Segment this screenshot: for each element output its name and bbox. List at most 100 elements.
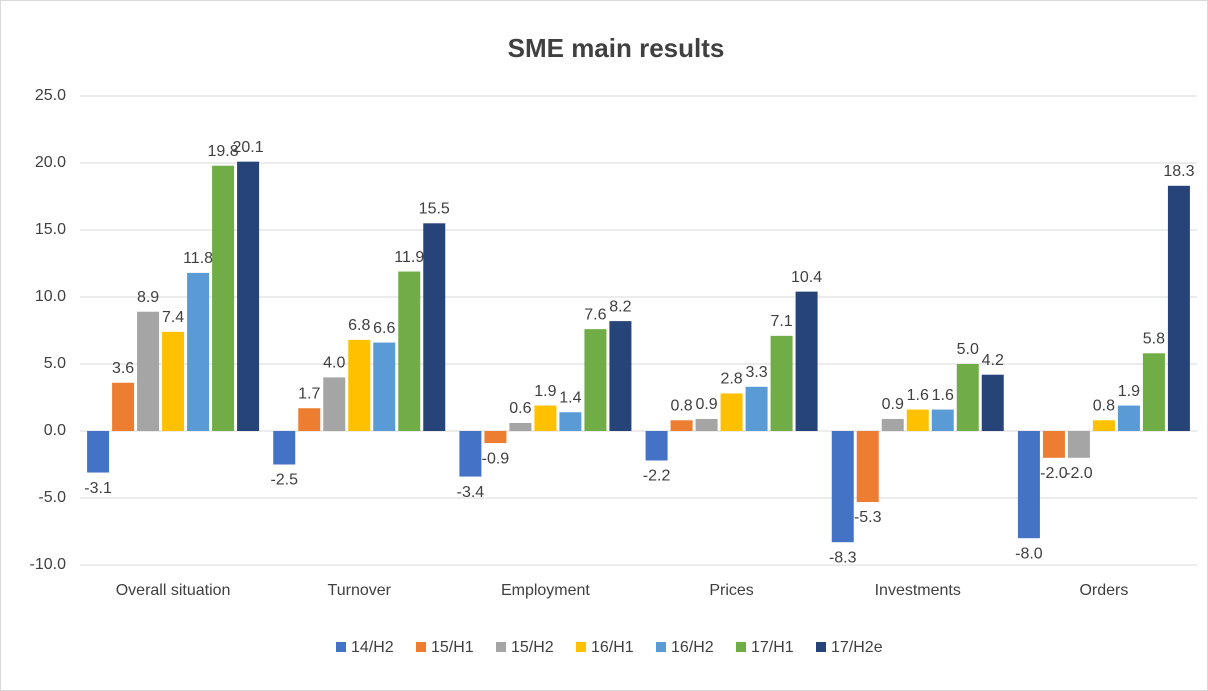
legend-label: 14/H2 xyxy=(351,639,394,656)
legend-swatch xyxy=(656,642,666,652)
legend-swatch xyxy=(736,642,746,652)
data-label: 1.7 xyxy=(298,385,320,402)
data-label: 10.4 xyxy=(791,269,822,286)
legend-label: 17/H2e xyxy=(831,639,883,656)
bar xyxy=(1017,431,1040,539)
bar xyxy=(695,418,718,431)
x-tick-label: Orders xyxy=(1079,582,1128,599)
data-label: 11.9 xyxy=(394,249,424,266)
data-label: -2.0 xyxy=(1065,465,1093,482)
x-tick-label: Investments xyxy=(875,582,961,599)
bar xyxy=(609,321,632,431)
data-label: 1.9 xyxy=(534,383,556,400)
y-tick-label: 20.0 xyxy=(35,154,66,171)
bar xyxy=(931,409,954,431)
data-label: 0.9 xyxy=(695,396,717,413)
bar xyxy=(373,342,396,431)
y-tick-label: 10.0 xyxy=(35,288,66,305)
legend-swatch xyxy=(496,642,506,652)
x-tick-label: Employment xyxy=(501,582,590,599)
bar xyxy=(559,412,582,431)
bar xyxy=(273,431,296,465)
bar xyxy=(645,431,668,461)
data-label: -8.3 xyxy=(829,549,857,566)
bar xyxy=(981,374,1004,431)
legend-label: 16/H2 xyxy=(671,639,714,656)
bar xyxy=(484,431,507,444)
data-label: 1.4 xyxy=(559,389,581,406)
chart-title: SME main results xyxy=(508,33,725,63)
legend-swatch xyxy=(576,642,586,652)
legend-swatch xyxy=(416,642,426,652)
data-label: 1.6 xyxy=(932,387,954,404)
data-label: 5.0 xyxy=(957,341,979,358)
x-tick-label: Prices xyxy=(709,582,753,599)
data-label: -2.5 xyxy=(270,472,298,489)
y-tick-label: -10.0 xyxy=(30,556,67,573)
bar xyxy=(1167,185,1190,431)
bar xyxy=(348,339,371,431)
x-tick-label: Overall situation xyxy=(116,582,231,599)
data-label: 3.6 xyxy=(112,360,134,377)
data-label: -3.1 xyxy=(84,480,112,497)
data-label: 19.8 xyxy=(208,143,239,160)
data-label: 0.6 xyxy=(509,400,531,417)
data-label: 4.2 xyxy=(982,352,1004,369)
bar xyxy=(1067,431,1090,458)
data-label: -2.0 xyxy=(1040,465,1068,482)
y-tick-label: 0.0 xyxy=(44,422,66,439)
data-label: -5.3 xyxy=(854,509,882,526)
bar xyxy=(323,377,346,431)
bar xyxy=(423,223,446,431)
legend-label: 17/H1 xyxy=(751,639,794,656)
data-label: 8.2 xyxy=(609,298,631,315)
x-tick-label: Turnover xyxy=(328,582,392,599)
bar xyxy=(398,271,421,431)
data-label: 0.8 xyxy=(1093,397,1115,414)
data-label: 1.9 xyxy=(1118,383,1140,400)
bar xyxy=(881,418,904,431)
y-tick-label: -5.0 xyxy=(38,489,66,506)
data-label: 11.8 xyxy=(183,250,213,267)
data-label: 18.3 xyxy=(1163,163,1194,180)
data-label: 7.6 xyxy=(584,306,606,323)
bar xyxy=(1042,431,1065,458)
data-label: 3.3 xyxy=(745,364,767,381)
bar xyxy=(237,161,260,431)
data-label: 15.5 xyxy=(419,201,450,218)
bar xyxy=(298,408,321,431)
bar xyxy=(187,272,210,431)
data-label: -8.0 xyxy=(1015,545,1043,562)
legend-label: 15/H2 xyxy=(511,639,554,656)
data-label: -0.9 xyxy=(482,450,510,467)
bar xyxy=(745,386,768,431)
bar xyxy=(1142,353,1165,431)
data-label: 7.4 xyxy=(162,309,184,326)
legend-label: 15/H1 xyxy=(431,639,474,656)
y-tick-label: 5.0 xyxy=(44,355,66,372)
bar xyxy=(162,331,185,431)
bar xyxy=(87,431,110,473)
bar xyxy=(112,382,135,431)
data-label: 7.1 xyxy=(770,313,792,330)
y-tick-label: 15.0 xyxy=(35,221,66,238)
y-tick-label: 25.0 xyxy=(35,87,66,104)
data-label: 20.1 xyxy=(233,139,264,156)
bar xyxy=(212,165,235,431)
bar xyxy=(906,409,929,431)
bar xyxy=(1092,420,1115,431)
bar xyxy=(720,393,743,431)
bar xyxy=(795,291,818,431)
bar xyxy=(831,431,854,543)
data-label: 0.9 xyxy=(882,396,904,413)
bar xyxy=(1117,405,1140,431)
data-label: 5.8 xyxy=(1143,330,1165,347)
bar xyxy=(956,364,979,431)
data-label: 8.9 xyxy=(137,289,159,306)
bar xyxy=(534,405,557,431)
data-label: 1.6 xyxy=(907,387,929,404)
data-label: 2.8 xyxy=(720,371,742,388)
bar xyxy=(137,311,160,431)
data-label: 0.8 xyxy=(670,397,692,414)
